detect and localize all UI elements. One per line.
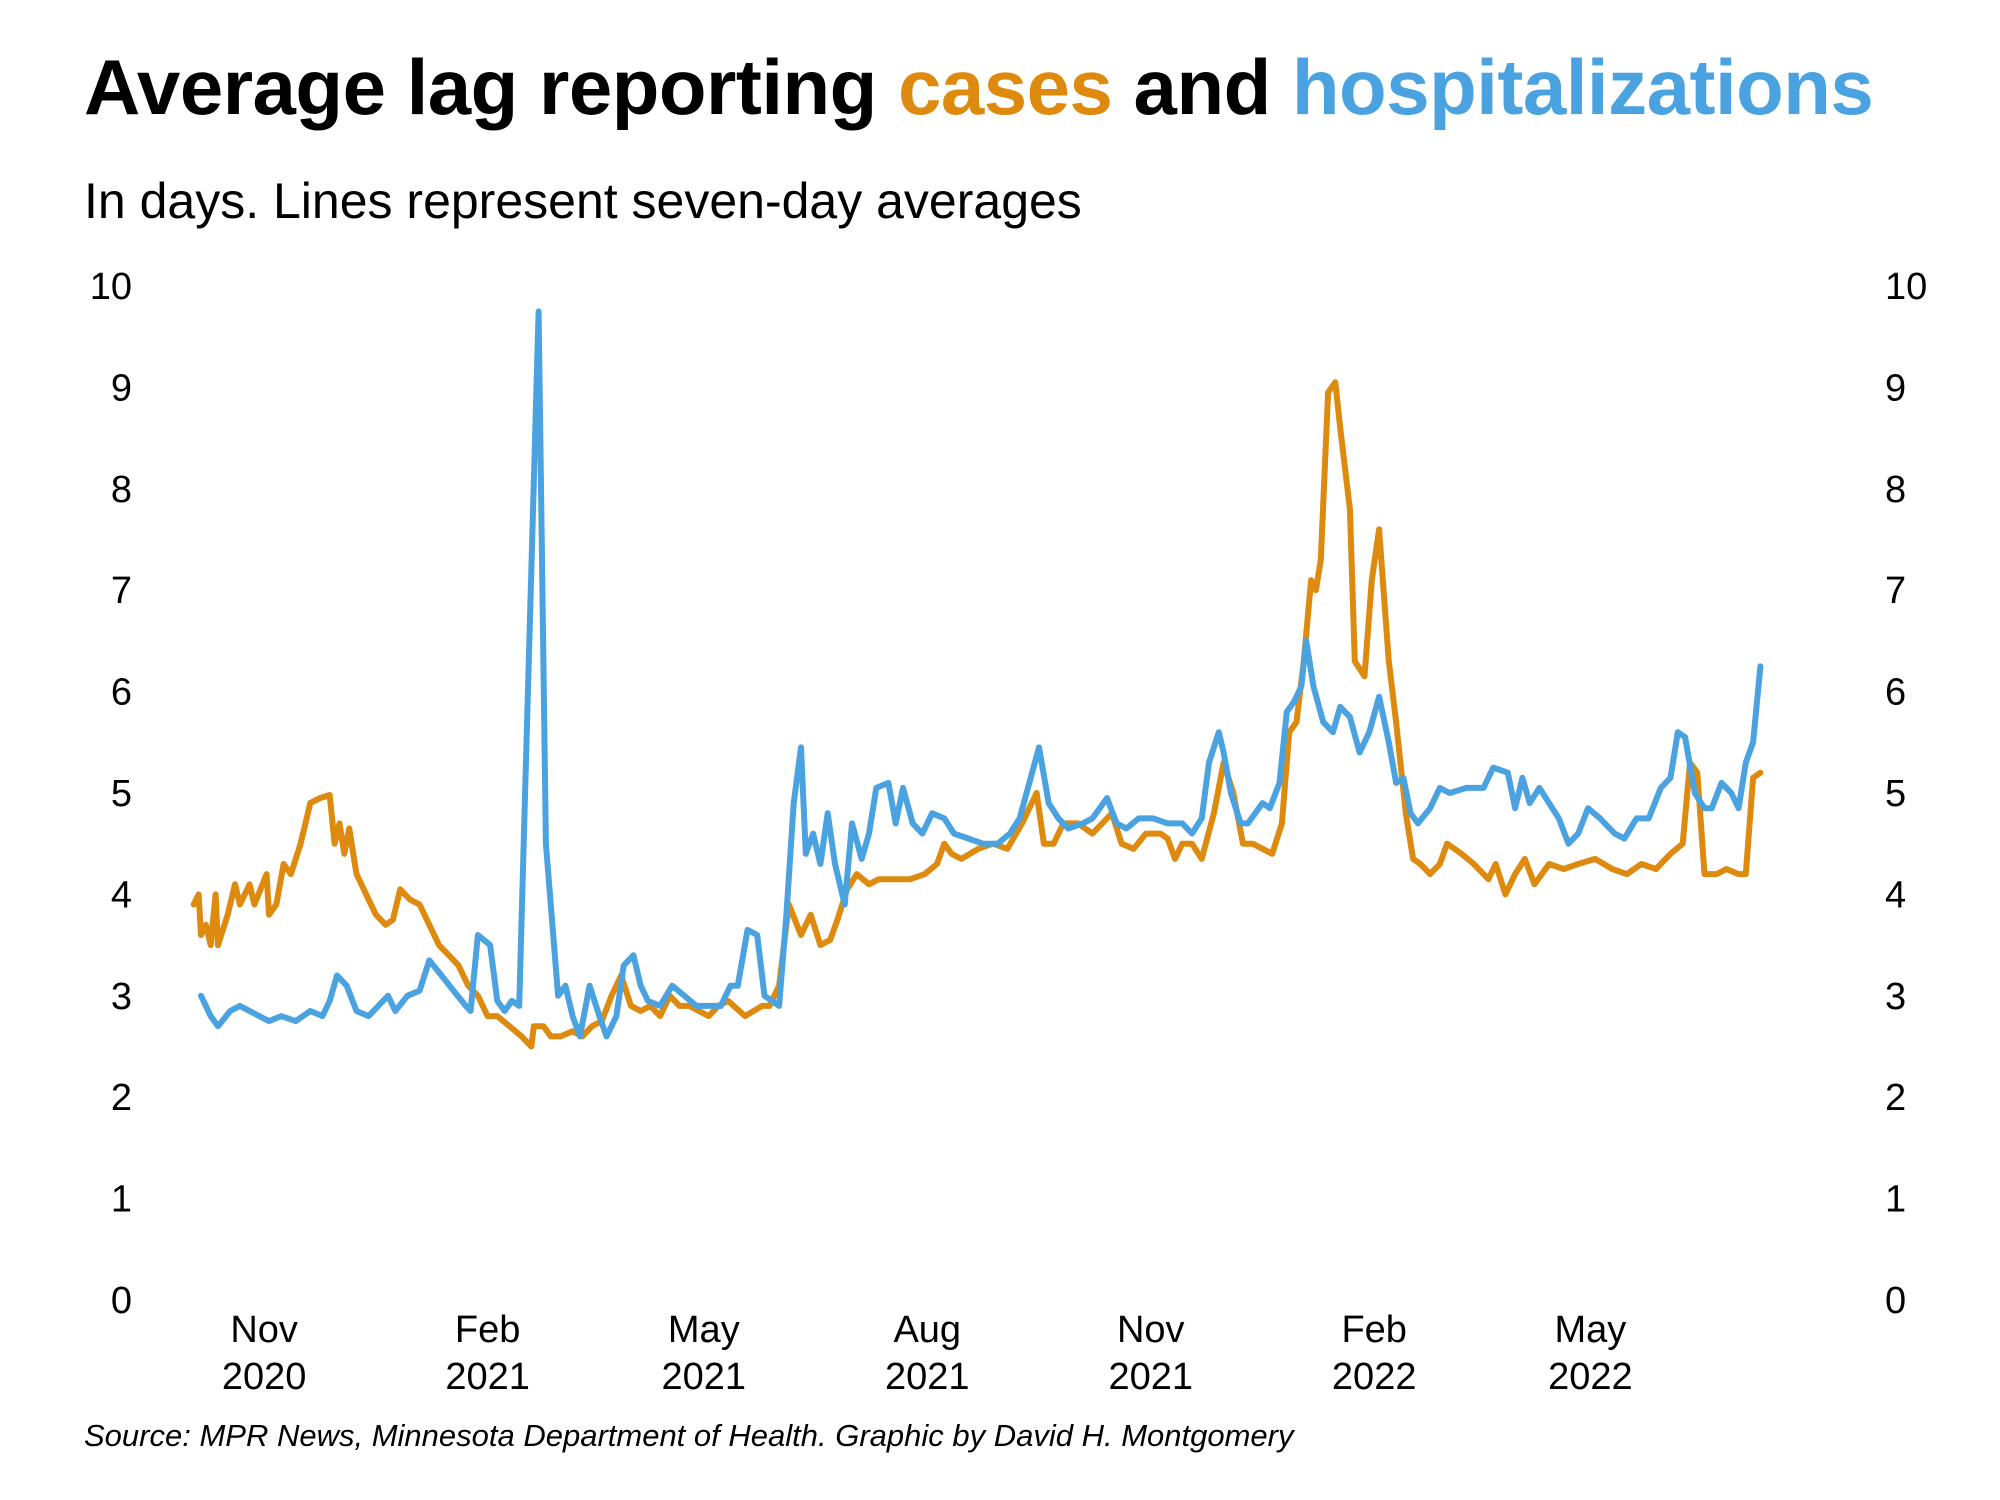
x-tick-year-5: 2022 [1332,1356,1417,1398]
x-tick-year-2: 2021 [662,1356,747,1398]
x-tick-month-0: Nov [230,1309,298,1351]
x-tick-month-3: Aug [893,1309,961,1351]
y-tick-right-9: 9 [1885,367,1906,409]
y-axis-left: 0 1 2 3 4 5 6 7 8 9 10 [90,266,132,1322]
chart-title: Average lag reporting cases and hospital… [84,42,1874,133]
series-line-hospitalizations [198,308,1764,1040]
x-axis: Nov 2020 Feb 2021 May 2021 Aug 2021 Nov 2021 Feb 20… [222,1309,1633,1398]
title-middle: and [1112,43,1292,131]
y-tick-right-6: 6 [1885,672,1906,714]
y-tick-right-2: 2 [1885,1077,1906,1119]
x-tick-month-4: Nov [1117,1309,1185,1351]
y-tick-right-7: 7 [1885,570,1906,612]
x-tick-year-0: 2020 [222,1356,307,1398]
y-tick-right-1: 1 [1885,1179,1906,1221]
y-tick-left-8: 8 [111,469,132,511]
chart-subtitle: In days. Lines represent seven-day avera… [84,173,1082,229]
y-tick-left-7: 7 [111,570,132,612]
y-tick-left-2: 2 [111,1077,132,1119]
y-tick-right-10: 10 [1885,266,1927,308]
y-tick-left-0: 0 [111,1280,132,1322]
series-line-cases [190,379,1764,1050]
y-tick-left-9: 9 [111,367,132,409]
source-note: Source: MPR News, Minnesota Department o… [84,1418,1294,1453]
x-tick-month-1: Feb [455,1309,520,1351]
y-tick-left-10: 10 [90,266,132,308]
x-tick-month-5: Feb [1341,1309,1406,1351]
title-hosp-word: hospitalizations [1291,43,1874,131]
x-tick-year-3: 2021 [885,1356,970,1398]
y-tick-left-6: 6 [111,672,132,714]
title-cases-word: cases [897,43,1113,131]
y-axis-right: 0 1 2 3 4 5 6 7 8 9 10 [1885,266,1927,1322]
y-tick-left-1: 1 [111,1179,132,1221]
y-tick-left-3: 3 [111,976,132,1018]
y-tick-right-0: 0 [1885,1280,1906,1322]
y-tick-right-3: 3 [1885,976,1906,1018]
y-tick-right-5: 5 [1885,773,1906,815]
x-tick-year-4: 2021 [1108,1356,1193,1398]
y-tick-left-4: 4 [111,874,132,916]
title-prefix: Average lag reporting [84,43,898,131]
series-lines [190,308,1764,1050]
x-tick-year-1: 2021 [445,1356,530,1398]
y-tick-right-4: 4 [1885,874,1906,916]
y-tick-right-8: 8 [1885,469,1906,511]
x-tick-month-2: May [668,1309,740,1351]
x-tick-year-6: 2022 [1548,1356,1633,1398]
x-tick-month-6: May [1554,1309,1626,1351]
y-tick-left-5: 5 [111,773,132,815]
